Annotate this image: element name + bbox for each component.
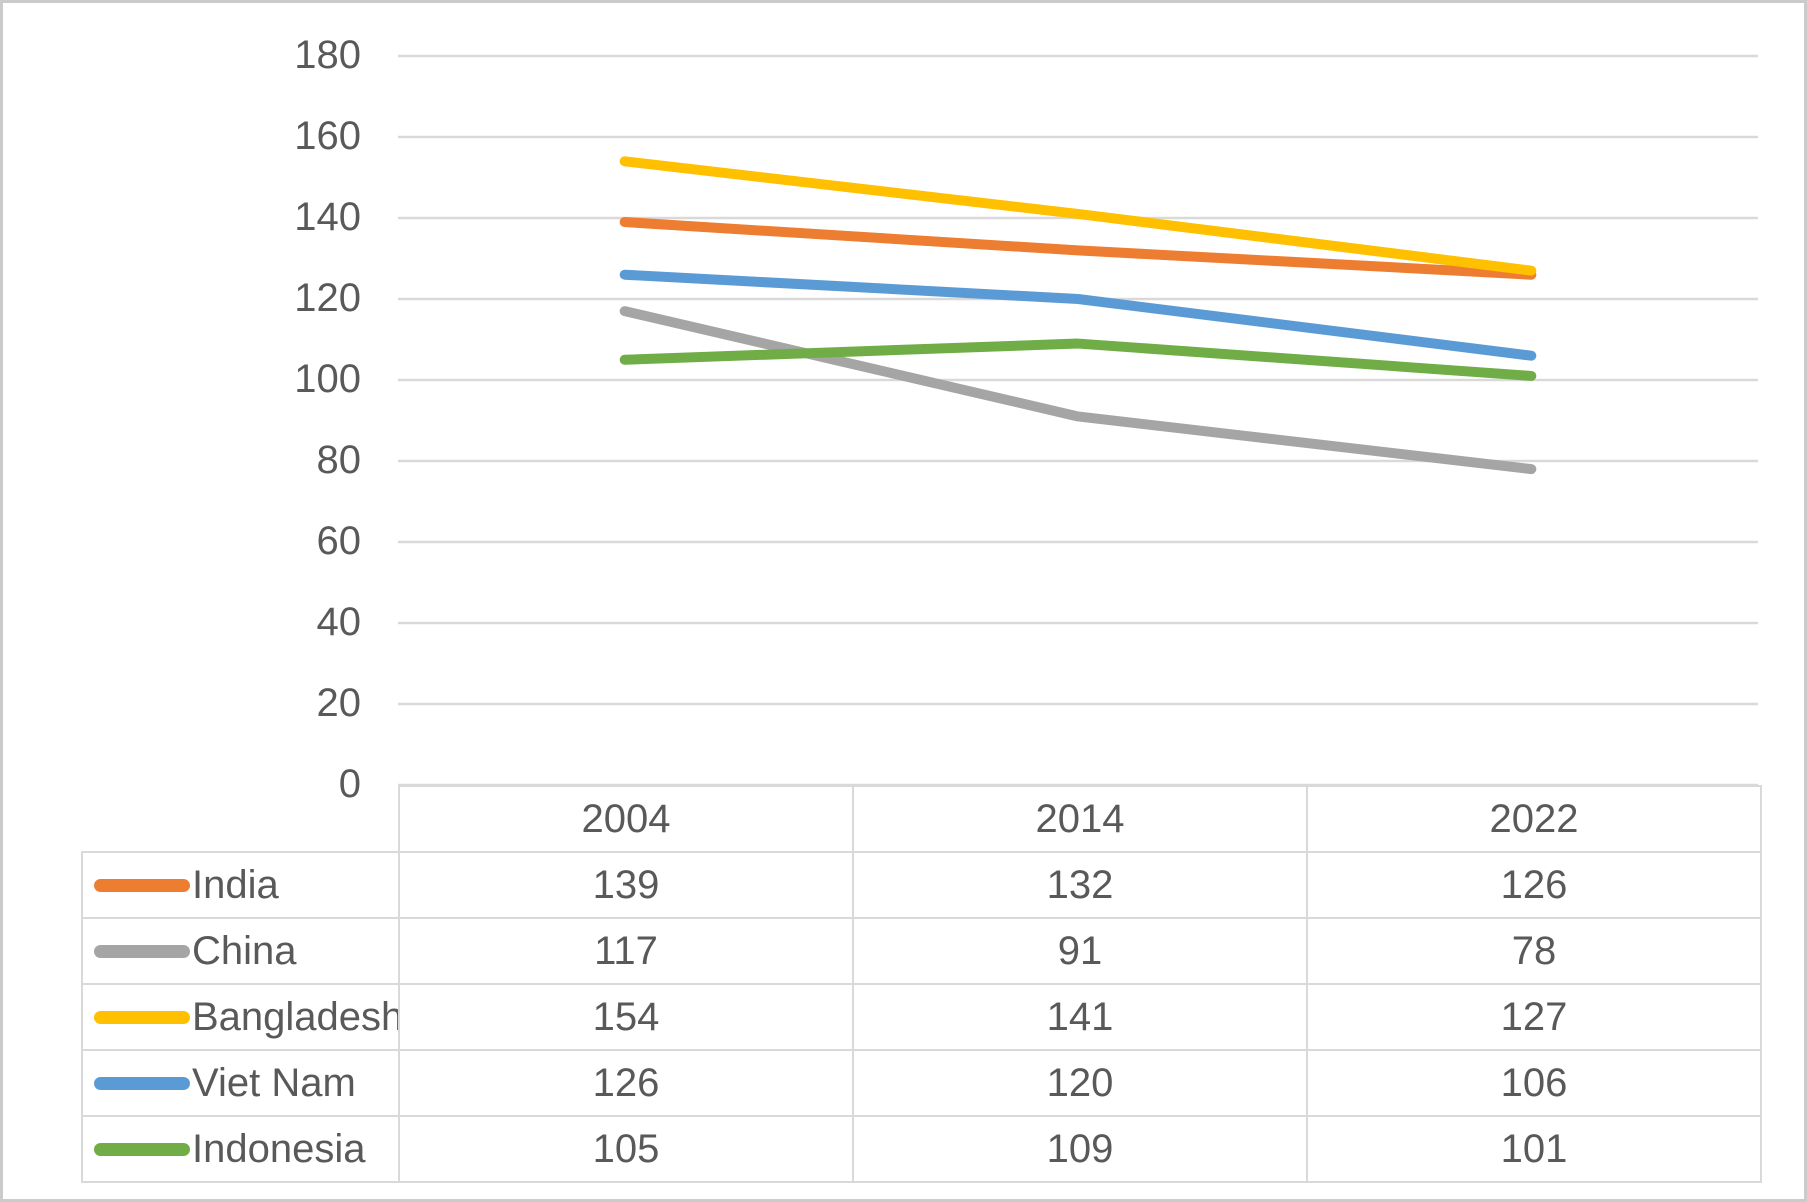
value-cell: 101 (1306, 1115, 1762, 1183)
table-header-row: 2004 2014 2022 (82, 785, 1762, 853)
table-row: Bangladesh 154 141 127 (81, 983, 1762, 1051)
y-axis-tick-label: 0 (338, 762, 361, 807)
value-cell: 78 (1306, 917, 1762, 985)
y-axis-tick-label: 180 (294, 33, 361, 78)
value-cell: 91 (852, 917, 1308, 985)
y-axis-tick-label: 140 (294, 195, 361, 240)
value-cell: 109 (852, 1115, 1308, 1183)
category-header-cell: 2004 (398, 785, 854, 853)
legend-swatch-viet-nam (94, 1076, 190, 1090)
line-chart-plot (398, 54, 1758, 787)
value-cell: 154 (398, 983, 854, 1051)
y-axis-tick-label: 120 (294, 276, 361, 321)
legend-swatch-bangladesh (94, 1010, 190, 1024)
value-cell: 117 (398, 917, 854, 985)
y-axis-tick-label: 80 (316, 438, 362, 483)
series-name-label: Indonesia (192, 1127, 366, 1171)
value-cell: 132 (852, 851, 1308, 919)
series-line-viet-nam (619, 269, 1537, 361)
series-line-india (619, 217, 1537, 280)
value-cell: 105 (398, 1115, 854, 1183)
series-name-label: Viet Nam (192, 1061, 356, 1105)
table-corner-cell (82, 786, 399, 852)
y-axis-tick-label: 100 (294, 357, 361, 402)
legend-swatch-india (94, 878, 190, 892)
table-row: Indonesia 105 109 101 (81, 1115, 1762, 1183)
value-cell: 126 (1306, 851, 1762, 919)
legend-cell: China (81, 917, 400, 985)
y-axis-tick-label: 160 (294, 114, 361, 159)
value-cell: 127 (1306, 983, 1762, 1051)
legend-cell: Bangladesh (81, 983, 400, 1051)
series-name-label: Bangladesh (192, 995, 399, 1039)
y-axis-tick-label: 40 (316, 600, 362, 645)
series-line-bangladesh (619, 156, 1537, 276)
value-cell: 120 (852, 1049, 1308, 1117)
table-row: India 139 132 126 (81, 851, 1762, 919)
data-table: 2004 2014 2022 India 139 132 126 China 117 91 78 Ba… (81, 785, 1762, 1183)
legend-cell: Viet Nam (81, 1049, 400, 1117)
series-line-indonesia (619, 338, 1537, 381)
table-row: China 117 91 78 (81, 917, 1762, 985)
legend-cell: India (81, 851, 400, 919)
value-cell: 106 (1306, 1049, 1762, 1117)
series-name-label: India (192, 863, 279, 907)
legend-cell: Indonesia (81, 1115, 400, 1183)
legend-swatch-china (94, 944, 190, 958)
y-axis-tick-label: 20 (316, 681, 362, 726)
series-line-china (619, 306, 1537, 475)
value-cell: 139 (398, 851, 854, 919)
series-name-label: China (192, 929, 297, 973)
value-cell: 141 (852, 983, 1308, 1051)
y-axis-tick-label: 60 (316, 519, 362, 564)
category-header-cell: 2022 (1306, 785, 1762, 853)
table-row: Viet Nam 126 120 106 (81, 1049, 1762, 1117)
category-header-cell: 2014 (852, 785, 1308, 853)
legend-swatch-indonesia (94, 1142, 190, 1156)
value-cell: 126 (398, 1049, 854, 1117)
